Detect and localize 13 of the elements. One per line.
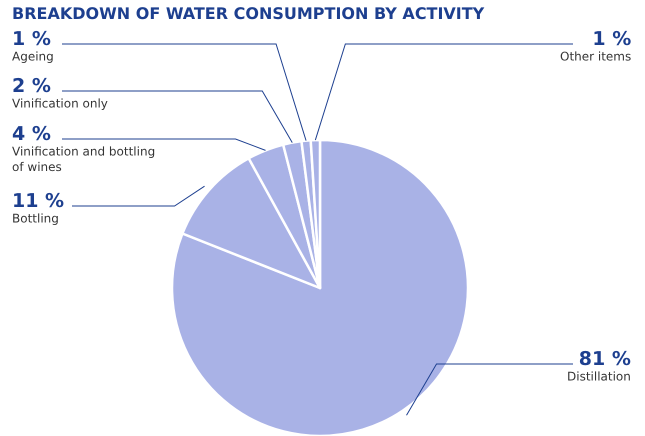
slice-label: Other items <box>560 50 632 64</box>
slice-label: Vinification only <box>12 96 108 111</box>
slice-label: Vinification and bottling of wines <box>12 144 156 174</box>
slice-label: Bottling <box>12 212 59 226</box>
data-label: 1 % <box>592 28 632 50</box>
data-label: 2 % <box>12 75 51 97</box>
data-label: 1 % <box>12 28 51 50</box>
slice-label: Distillation <box>567 370 631 384</box>
data-label: 81 % <box>578 348 631 370</box>
chart-title: BREAKDOWN OF WATER CONSUMPTION BY ACTIVITY <box>12 4 485 23</box>
slice-label: Ageing <box>12 50 54 64</box>
data-label: 4 % <box>12 123 51 145</box>
data-label: 11 % <box>12 190 64 212</box>
